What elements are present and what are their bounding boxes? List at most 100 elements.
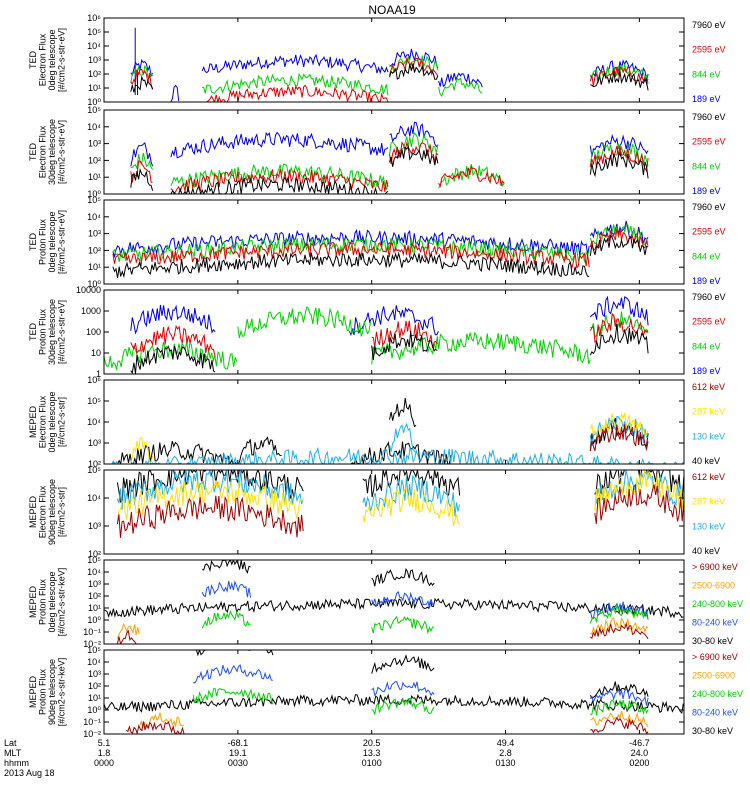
panel-4-frame bbox=[103, 379, 685, 465]
panel-0-ylabel: TED Electron Flux 0deg telescope [#/cm2-s-s… bbox=[28, 28, 67, 92]
footer-mlt-value: 1.8 bbox=[98, 748, 111, 758]
panel-7-ytick-label: 10¹ bbox=[88, 693, 101, 703]
panel-6-ytick-label: 10⁻¹ bbox=[83, 627, 101, 637]
panel-7-ylabel-line: 90deg telescope bbox=[47, 659, 57, 725]
series-7-2 bbox=[192, 687, 649, 716]
panel-0: 10⁰ 10¹ 10² 10³ 10⁴ 10⁵ 10⁶ TED Electron Flux 0de… bbox=[28, 13, 726, 107]
panel-5-ytick-label: 10⁵ bbox=[87, 465, 101, 475]
panel-6-legend-item: 2500-6900 bbox=[692, 581, 735, 591]
panel-2-legend-item: 844 eV bbox=[692, 251, 721, 261]
series-0-3 bbox=[130, 63, 649, 93]
footer-row-label: 2013 Aug 18 bbox=[4, 768, 55, 778]
panel-0-ytick-label: 10² bbox=[88, 69, 101, 79]
panel-7-frame bbox=[103, 649, 685, 735]
panel-3-ytick-label: 100 bbox=[86, 327, 101, 337]
panel-0-ytick-label: 10⁵ bbox=[87, 27, 101, 37]
series-4-2 bbox=[130, 412, 649, 464]
panel-7-ytick-label: 10³ bbox=[88, 669, 101, 679]
panel-7-ytick-label: 10⁴ bbox=[87, 657, 101, 667]
footer-row-label: MLT bbox=[4, 748, 22, 758]
panel-7-legend-item: 240-800 keV bbox=[692, 689, 743, 699]
panel-4-legend-item: 287 keV bbox=[692, 407, 725, 417]
footer-hhmm-value: 0100 bbox=[362, 758, 382, 768]
footer-mlt-value: 13.3 bbox=[363, 748, 381, 758]
panel-6-ylabel-line: Proton Flux bbox=[37, 578, 47, 625]
panel-6-ytick-label: 10³ bbox=[88, 579, 101, 589]
panel-4-legend-item: 130 keV bbox=[692, 431, 725, 441]
footer-row-label: hhmm bbox=[4, 758, 29, 768]
series-0-2 bbox=[130, 56, 649, 102]
footer-lat-value: 49.4 bbox=[497, 738, 515, 748]
panel-6-ytick-label: 10⁰ bbox=[87, 615, 101, 625]
panel-7-legend-item: 30-80 keV bbox=[692, 726, 733, 736]
panel-0-legend-item: 7960 eV bbox=[692, 20, 726, 30]
panel-2-ytick-label: 10¹ bbox=[88, 262, 101, 272]
panel-0-ytick-label: 10⁶ bbox=[87, 13, 101, 23]
panel-2-legend-item: 7960 eV bbox=[692, 202, 726, 212]
panel-2-ytick-label: 10² bbox=[88, 245, 101, 255]
panel-6-ylabel-line: 0deg telescope bbox=[47, 571, 57, 632]
footer-hhmm-value: 0030 bbox=[228, 758, 248, 768]
panel-3-legend-item: 7960 eV bbox=[692, 292, 726, 302]
panel-3-ytick-label: 10000 bbox=[76, 285, 101, 295]
panel-5-frame bbox=[103, 469, 685, 555]
panel-6-ytick-label: 10⁻² bbox=[83, 639, 101, 649]
series-6-2 bbox=[201, 604, 649, 635]
panel-1-ytick-label: 10⁰ bbox=[87, 189, 101, 199]
footer-lat-value: -46.7 bbox=[629, 738, 650, 748]
panel-5-legend-item: 287 keV bbox=[692, 497, 725, 507]
series-1-3 bbox=[130, 145, 649, 194]
panel-5: 10² 10³ 10⁴ 10⁵ MEPED Electron Flux 90deg tele… bbox=[28, 465, 725, 559]
series-5-2 bbox=[116, 470, 684, 526]
panel-4-ytick-label: 10³ bbox=[88, 438, 101, 448]
panel-5-ytick-label: 10⁴ bbox=[87, 493, 101, 503]
panel-4-ytick-label: 10⁵ bbox=[87, 396, 101, 406]
series-4-3 bbox=[589, 424, 649, 452]
panel-7-ylabel-line: Proton Flux bbox=[37, 668, 47, 715]
panel-7-ytick-label: 10⁻¹ bbox=[83, 717, 101, 727]
panel-6-traces bbox=[104, 560, 684, 644]
series-6-1 bbox=[201, 580, 649, 620]
panel-7-ytick-label: 10⁻² bbox=[83, 729, 101, 739]
panel-3-legend-item: 2595 eV bbox=[692, 317, 726, 327]
panel-2-ytick-label: 10⁵ bbox=[87, 195, 101, 205]
panel-7-ylabel-line: [#/cm2-s-str-keV] bbox=[56, 658, 66, 727]
panel-4-ylabel-line: MEPED bbox=[28, 406, 38, 439]
panel-0-ytick-label: 10⁰ bbox=[87, 97, 101, 107]
series-7-4 bbox=[126, 716, 649, 734]
panel-4: 10² 10³ 10⁴ 10⁵ 10⁶ MEPED Electron Flux 0deg te… bbox=[28, 375, 725, 469]
panel-5-ytick-label: 10³ bbox=[88, 521, 101, 531]
footer-row-label: Lat bbox=[4, 738, 17, 748]
panel-1-ytick-label: 10⁴ bbox=[87, 122, 101, 132]
panel-1-ylabel-line: Electron Flux bbox=[37, 125, 47, 178]
series-6-0 bbox=[104, 560, 684, 619]
panel-0-ylabel-line: Electron Flux bbox=[37, 33, 47, 86]
panel-7-legend-item: 80-240 keV bbox=[692, 708, 738, 718]
panel-6: 10⁻² 10⁻¹ 10⁰ 10¹ 10² 10³ 10⁴ 10⁵ MEPED Proton Fl… bbox=[28, 555, 743, 649]
panel-1-legend-item: 844 eV bbox=[692, 161, 721, 171]
panel-2-frame bbox=[103, 199, 685, 285]
panel-7-ylabel: MEPED Proton Flux 90deg telescope [#/cm2-s-… bbox=[28, 658, 67, 727]
panel-3-ytick-label: 1 bbox=[96, 369, 101, 379]
series-3-1 bbox=[104, 306, 649, 371]
panel-5-ylabel: MEPED Electron Flux 90deg telescope [#/cm2-… bbox=[28, 479, 67, 545]
panel-1-ytick-label: 10⁵ bbox=[87, 105, 101, 115]
panel-2-ylabel-line: 0deg telescope bbox=[47, 211, 57, 272]
series-3-0 bbox=[130, 295, 649, 337]
footer-lat-value: -68.1 bbox=[228, 738, 249, 748]
panel-3-ytick-label: 10 bbox=[91, 348, 101, 358]
panel-2-legend-item: 189 eV bbox=[692, 276, 721, 286]
panel-4-ytick-label: 10⁶ bbox=[87, 375, 101, 385]
panel-1: 10⁰ 10¹ 10² 10³ 10⁴ 10⁵ TED Electron Flux 30deg … bbox=[28, 105, 726, 199]
panel-2-ytick-label: 10⁰ bbox=[87, 279, 101, 289]
panels-group: 10⁰ 10¹ 10² 10³ 10⁴ 10⁵ 10⁶ TED Electron Flux 0de… bbox=[28, 13, 743, 739]
panel-6-legend-item: 80-240 keV bbox=[692, 618, 738, 628]
panel-4-ylabel-line: [#/cm2-s-str] bbox=[56, 397, 66, 447]
series-2-3 bbox=[112, 234, 649, 279]
panel-2-ytick-label: 10⁴ bbox=[87, 212, 101, 222]
panel-2-ylabel-line: [#/cm2-s-str-eV] bbox=[56, 210, 66, 274]
series-3-3 bbox=[130, 323, 649, 374]
series-4-1 bbox=[104, 416, 684, 464]
panel-6-legend-item: 30-80 keV bbox=[692, 636, 733, 646]
